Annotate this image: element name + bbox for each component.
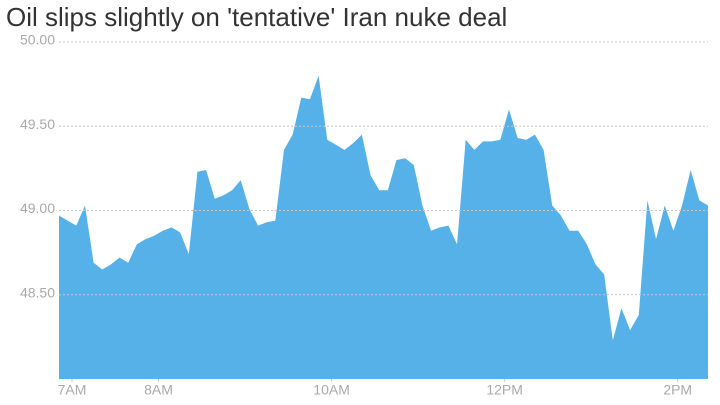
- y-tick-label: 49.00: [20, 200, 55, 216]
- y-tick-label: 48.50: [20, 284, 55, 300]
- x-tick-label: 2PM: [663, 382, 692, 398]
- x-tick-label: 8AM: [144, 382, 173, 398]
- y-tick-label: 50.00: [20, 32, 55, 48]
- x-tick-label: 7AM: [58, 382, 87, 398]
- chart-title: Oil slips slightly on 'tentative' Iran n…: [6, 2, 507, 32]
- y-tick-label: 49.50: [20, 116, 55, 132]
- area: [59, 75, 708, 379]
- x-tick-label: 10AM: [313, 382, 350, 398]
- x-tick-label: 12PM: [486, 382, 523, 398]
